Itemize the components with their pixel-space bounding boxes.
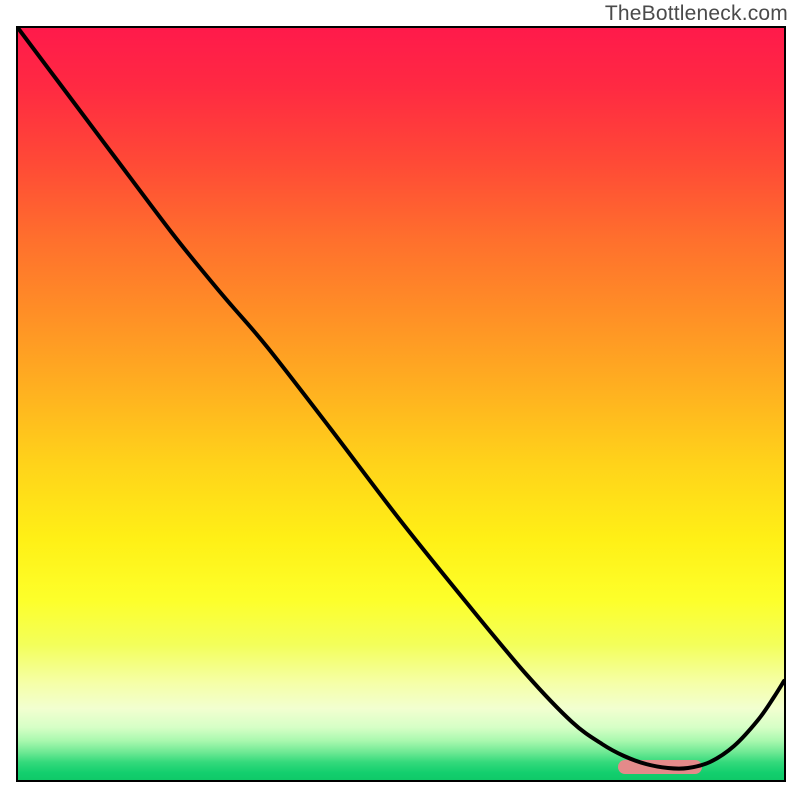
bottleneck-curve (18, 28, 784, 780)
attribution-text: TheBottleneck.com (605, 2, 788, 26)
bottleneck-chart (16, 26, 786, 782)
curve-path (18, 28, 784, 769)
